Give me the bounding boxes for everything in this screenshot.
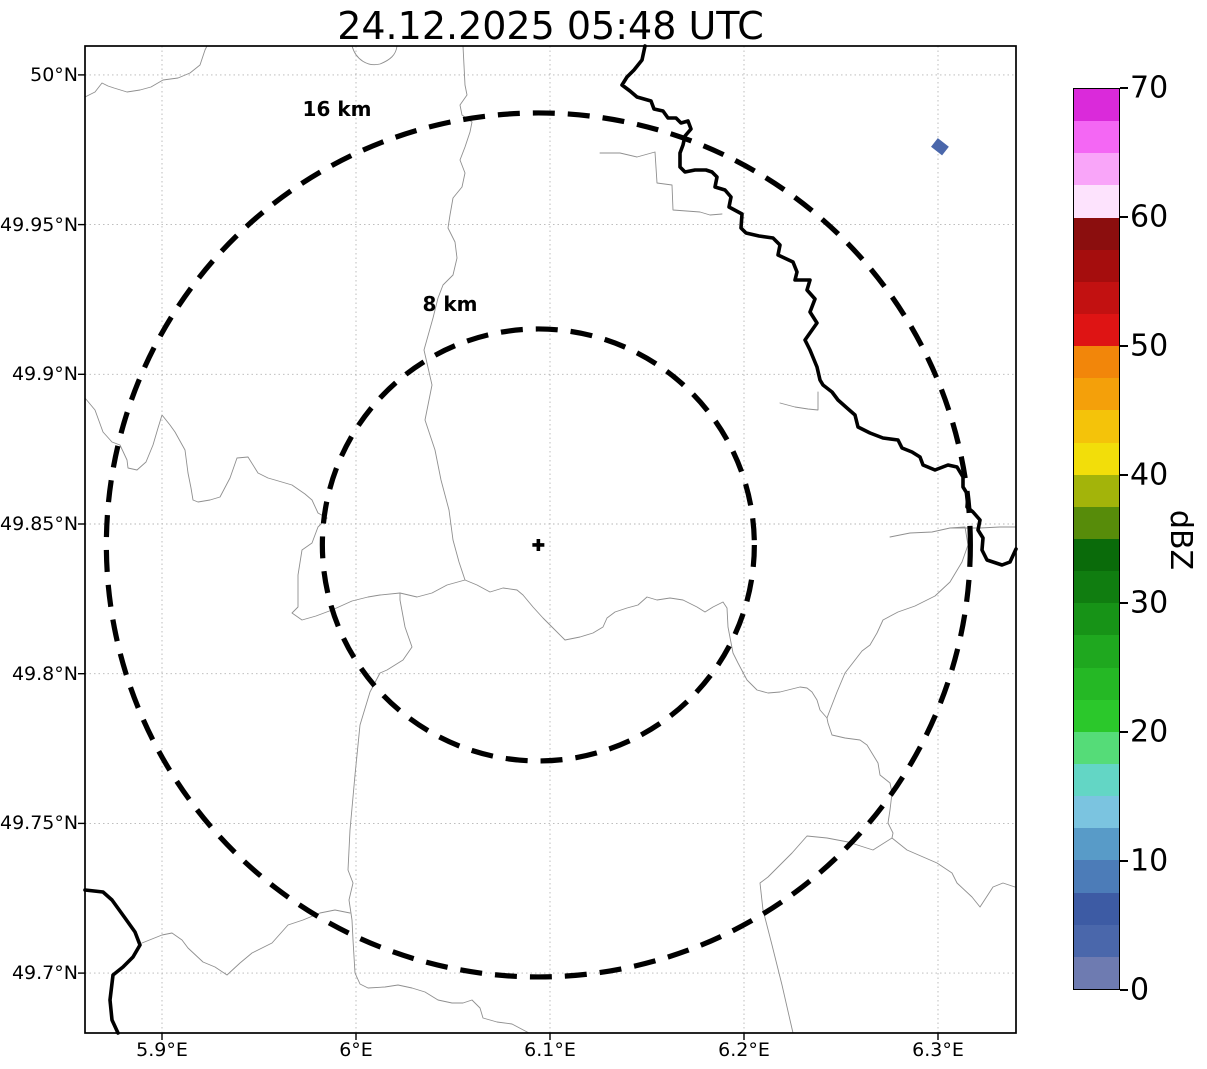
colorbar-segment xyxy=(1074,924,1119,957)
radar-site-marker xyxy=(532,538,545,551)
colorbar-segment xyxy=(1074,217,1119,250)
y-tick-label: 49.8°N xyxy=(11,662,78,685)
plot-frame xyxy=(84,45,1017,1034)
colorbar-tick-mark xyxy=(1120,344,1128,347)
colorbar-segment xyxy=(1074,828,1119,861)
ring-label-8km: 8 km xyxy=(422,292,477,316)
colorbar-segment xyxy=(1074,249,1119,282)
colorbar-segment xyxy=(1074,281,1119,314)
colorbar-segment xyxy=(1074,378,1119,411)
ring-label-16km: 16 km xyxy=(303,97,372,121)
colorbar-segment xyxy=(1074,956,1119,989)
colorbar-segment xyxy=(1074,699,1119,732)
x-tick-label: 6.1°E xyxy=(524,1039,576,1061)
range-rings xyxy=(103,110,973,980)
range-ring-16km xyxy=(103,110,973,980)
y-tick-label: 49.75°N xyxy=(0,812,79,835)
x-tick-label: 6.2°E xyxy=(718,1039,770,1061)
colorbar-segment xyxy=(1074,121,1119,154)
colorbar-segment xyxy=(1074,860,1119,893)
colorbar-tick-mark xyxy=(1120,860,1128,863)
plot-title: 24.12.2025 05:48 UTC xyxy=(337,4,764,48)
colorbar-segment xyxy=(1074,796,1119,829)
colorbar-tick-mark xyxy=(1120,473,1128,476)
colorbar-tick-mark xyxy=(1120,602,1128,605)
colorbar-segment xyxy=(1074,731,1119,764)
colorbar-segment xyxy=(1074,89,1119,122)
range-ring-8km xyxy=(319,326,757,764)
y-tick-label: 49.9°N xyxy=(11,363,78,386)
colorbar-segment xyxy=(1074,538,1119,572)
colorbar-segment xyxy=(1074,667,1119,700)
colorbar-tick-label: 30 xyxy=(1130,585,1169,621)
colorbar-segment xyxy=(1074,571,1119,604)
colorbar-tick-label: 10 xyxy=(1130,843,1169,879)
colorbar-unit-label: dBZ xyxy=(1163,509,1198,571)
colorbar-tick-label: 70 xyxy=(1130,70,1169,106)
colorbar-segment xyxy=(1074,506,1119,539)
x-tick-label: 6°E xyxy=(339,1039,373,1061)
colorbar-segment xyxy=(1074,153,1119,186)
colorbar-tick-label: 60 xyxy=(1130,199,1169,235)
colorbar-tick-label: 50 xyxy=(1130,328,1169,364)
colorbar-segment xyxy=(1074,313,1119,347)
echo-cell xyxy=(931,138,949,156)
gridlines xyxy=(85,46,1016,1033)
x-tick-label: 6.3°E xyxy=(912,1039,964,1061)
colorbar-segment xyxy=(1074,410,1119,443)
colorbar-segment xyxy=(1074,442,1119,475)
colorbar-tick-mark xyxy=(1120,989,1128,991)
radar-site-cross xyxy=(532,538,545,551)
colorbar-segment xyxy=(1074,185,1119,218)
x-tick-label: 5.9°E xyxy=(136,1039,188,1061)
y-tick-label: 49.95°N xyxy=(0,213,79,236)
colorbar-tick-mark xyxy=(1120,87,1128,89)
colorbar-segment xyxy=(1074,346,1119,379)
colorbar-tick-mark xyxy=(1120,215,1128,218)
colorbar-tick-mark xyxy=(1120,731,1128,734)
admin-boundary-lines xyxy=(84,45,1017,1034)
axis-tick-marks xyxy=(78,74,939,1040)
y-tick-label: 50°N xyxy=(30,63,78,86)
colorbar-segment xyxy=(1074,892,1119,925)
country-border-lines xyxy=(83,44,1018,1035)
colorbar-segment xyxy=(1074,474,1119,507)
colorbar-segment xyxy=(1074,603,1119,636)
y-tick-label: 49.85°N xyxy=(0,513,79,535)
colorbar-tick-label: 0 xyxy=(1130,972,1150,1008)
colorbar-segment xyxy=(1074,635,1119,668)
radar-echoes xyxy=(931,138,949,156)
colorbar xyxy=(1073,88,1120,990)
y-tick-label: 49.7°N xyxy=(11,962,78,985)
colorbar-tick-label: 20 xyxy=(1130,714,1169,750)
colorbar-tick-label: 40 xyxy=(1130,457,1169,493)
colorbar-segment xyxy=(1074,763,1119,797)
